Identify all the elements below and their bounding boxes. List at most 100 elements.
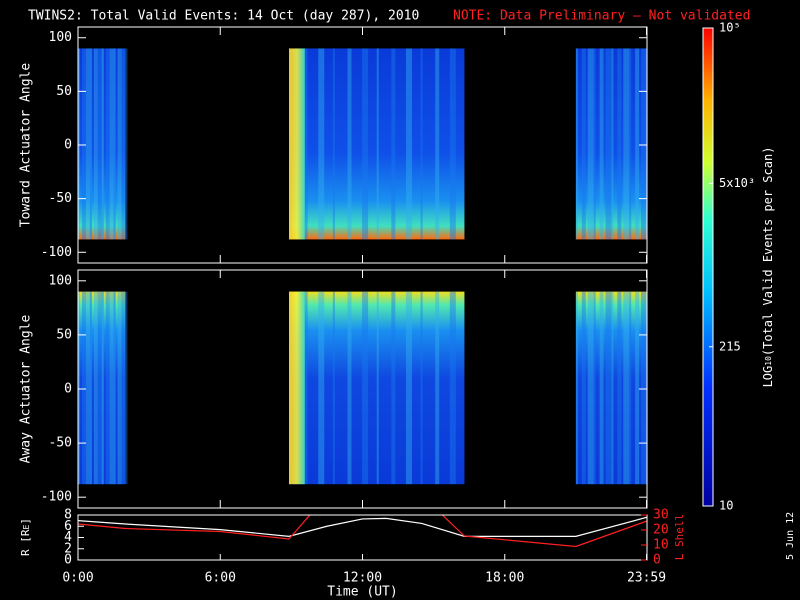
heatmap-streak [599,291,604,485]
heatmap-streak [593,291,596,485]
y-axis-label: Away Actuator Angle [19,314,34,463]
heatmap-streak [611,291,614,485]
heatmap-streak [117,291,122,485]
y2-tick-label: 10 [653,538,669,553]
y-tick-label: 8 [64,508,72,523]
heatmap-streak [113,48,116,240]
y-axis-label-part: E [22,524,31,529]
heatmap-streak [435,48,440,240]
colorbar-tick-label: 215 [719,339,741,353]
heatmap-streak [97,48,104,240]
heatmap-streak [85,48,92,240]
x-tick-label: 6:00 [205,571,236,586]
heatmap-streak [623,291,630,485]
heatmap-streak [121,291,128,485]
heatmap-streak [405,291,412,485]
heatmap-streak [105,291,110,485]
heatmap-streak [629,291,632,485]
heatmap-block [575,291,647,485]
heatmap-streak [303,291,308,485]
heatmap-streak [587,291,594,485]
chart-title: TWINS2: Total Valid Events: 14 Oct (day … [28,9,419,24]
heatmap-streak [362,291,369,485]
heatmap-streak [405,48,412,240]
heatmap-streak [376,291,379,485]
y-tick-label: 0 [64,382,72,397]
y-tick-label: 6 [64,519,72,534]
heatmap-streak [78,48,80,240]
y-tick-label: 0 [64,553,72,568]
colorbar-label-part: 10 [764,356,773,366]
heatmap-streak [347,48,352,240]
heatmap-streak [109,291,116,485]
colorbar-tick-label: 10⁵ [719,21,741,35]
heatmap-streak [599,48,604,240]
heatmap-block [78,291,126,485]
y-tick-label: 100 [49,273,72,288]
lines [78,515,647,548]
x-tick-label: 18:00 [485,571,524,586]
heatmap-streak [617,48,622,240]
heatmap-streak [78,291,80,485]
heatmap-streak [617,291,622,485]
y-tick-label: 4 [64,530,72,545]
y-tick-label: -100 [41,245,72,260]
y-tick-label: -50 [49,191,72,206]
y-tick-label: 50 [56,327,72,342]
heatmap-streak [575,48,578,240]
line-r [78,516,647,537]
heatmap-streak [641,291,648,485]
y2-tick-label: 30 [653,508,669,523]
y-tick-label: 0 [64,138,72,153]
heatmap-streak [97,291,104,485]
x-tick-label: 0:00 [62,571,93,586]
heatmap-streak [318,48,325,240]
heatmap-streak [449,291,456,485]
axes-frame [77,514,648,561]
heatmap-streak [101,48,104,240]
heatmap-streak [81,48,86,240]
heatmap-edge [289,48,305,240]
x-tick-label: 12:00 [343,571,382,586]
heatmap-streak [93,48,98,240]
heatmap-streak [449,48,456,240]
heatmap-streak [318,291,325,485]
y-tick-label: -50 [49,436,72,451]
line-lshell [441,515,647,548]
heatmap-edge [289,291,305,485]
date-stamp: 5 Jun 12 [785,512,796,560]
y-tick-label: 50 [56,84,72,99]
heatmap-streak [113,291,116,485]
heatmap-streak [85,291,92,485]
y-tick-label: 2 [64,541,72,556]
heatmap-streak [376,48,379,240]
heatmap-streak [420,48,423,240]
heatmap-streak [105,48,110,240]
colorbar-label: LOG10(Total Valid Events per Scan) [761,147,775,388]
heatmap-streak [605,48,612,240]
heatmap-streak [117,48,122,240]
heatmap-streak [593,48,596,240]
heatmap-streak [89,48,92,240]
y-axis-label-part: ] [19,518,32,525]
heatmap-streak [89,291,92,485]
heatmap-streak [332,48,335,240]
y-axis-label-part: R [R [19,529,32,556]
heatmap-streak [347,291,352,485]
colorbar [702,27,714,507]
heatmap-block [289,291,465,485]
colorbar-label-part: LOG [761,366,775,388]
line-lshell [78,515,311,540]
heatmap-streak [362,48,369,240]
heatmap-block [289,48,465,240]
heatmap-streak [81,291,86,485]
heatmap-streak [332,291,335,485]
y-tick-label: 100 [49,30,72,45]
y-tick-label: -100 [41,490,72,505]
heatmap-streak [587,48,594,240]
heatmap-streak [581,291,586,485]
heatmap-streak [629,48,632,240]
y-axis-label: Toward Actuator Angle [19,63,34,228]
colorbar-label-part: (Total Valid Events per Scan) [761,147,775,357]
